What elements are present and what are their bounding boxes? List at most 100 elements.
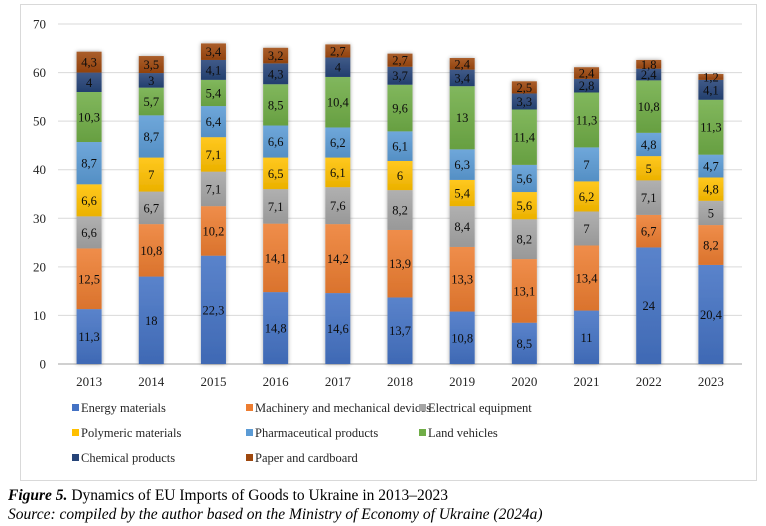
legend-item: Land vehicles xyxy=(419,426,498,440)
legend-label: Polymeric materials xyxy=(81,426,181,440)
bar-segment xyxy=(511,322,537,364)
legend-swatch xyxy=(419,404,426,411)
y-tick-label: 60 xyxy=(33,65,46,80)
bar-segment xyxy=(200,255,226,364)
data-label: 11,3 xyxy=(576,113,597,127)
data-label: 7,1 xyxy=(206,148,222,162)
bar-segment xyxy=(138,276,164,364)
data-label: 6,7 xyxy=(641,225,657,239)
data-label: 20,4 xyxy=(700,308,723,322)
bar-stack-2013 xyxy=(76,51,102,364)
bar-segment xyxy=(449,69,475,87)
data-label: 5 xyxy=(708,206,714,220)
bar-segment xyxy=(138,87,164,116)
data-label: 8,5 xyxy=(517,337,533,351)
y-tick-label: 0 xyxy=(40,357,47,372)
data-label: 7,1 xyxy=(268,200,284,214)
legend-item: Polymeric materials xyxy=(72,426,181,440)
data-label: 6,4 xyxy=(206,115,222,129)
data-label: 3,2 xyxy=(268,49,284,63)
y-tick-label: 70 xyxy=(33,17,46,32)
bar-segment xyxy=(263,157,289,190)
data-label: 10,2 xyxy=(203,224,225,238)
bar-segment xyxy=(574,147,600,182)
legend-item: Chemical products xyxy=(72,451,175,465)
bar-segment xyxy=(76,184,102,217)
bar-stack-2019 xyxy=(449,58,475,364)
data-label: 2,4 xyxy=(641,68,657,82)
figure-label: Figure 5. xyxy=(8,487,68,504)
bar-segment xyxy=(263,189,289,224)
data-label: 6,2 xyxy=(579,190,595,204)
bar-segment xyxy=(200,79,226,107)
data-label: 2,4 xyxy=(579,67,595,81)
data-label: 13,7 xyxy=(389,324,411,338)
bar-segment xyxy=(698,200,724,226)
bar-segment xyxy=(138,191,164,225)
bar-segment xyxy=(263,84,289,126)
bar-segment xyxy=(511,93,537,110)
bar-segment xyxy=(574,78,600,93)
x-tick-label: 2021 xyxy=(574,374,600,389)
data-label: 6,1 xyxy=(330,166,346,180)
data-label: 4,8 xyxy=(641,138,657,152)
bar-stack-2016 xyxy=(263,47,289,364)
data-label: 6,6 xyxy=(268,135,284,149)
bar-segment xyxy=(138,224,164,277)
data-label: 14,2 xyxy=(327,252,349,266)
legend-item: Energy materials xyxy=(72,401,166,415)
data-label: 8,7 xyxy=(81,157,97,171)
data-label: 6 xyxy=(397,169,403,183)
legend-swatch xyxy=(419,429,426,436)
data-label: 13,4 xyxy=(576,272,599,286)
bar-segment xyxy=(138,115,164,158)
y-tick-label: 40 xyxy=(33,162,46,177)
data-label: 7 xyxy=(583,222,589,236)
bar-segment xyxy=(387,66,413,85)
bar-stack-2017 xyxy=(325,44,351,364)
x-tick-label: 2018 xyxy=(387,374,413,389)
figure-source: Source: compiled by the author based on … xyxy=(8,506,543,523)
data-label: 11,3 xyxy=(700,121,721,135)
legend-item: Paper and cardboard xyxy=(246,451,358,465)
data-label: 4,8 xyxy=(703,183,719,197)
data-label: 6,3 xyxy=(454,158,470,172)
bar-segment xyxy=(511,192,537,220)
data-label: 12,5 xyxy=(78,272,100,286)
x-tick-label: 2020 xyxy=(511,374,537,389)
data-label: 3 xyxy=(148,74,154,88)
x-tick-label: 2019 xyxy=(449,374,475,389)
data-label: 8,2 xyxy=(517,233,533,247)
data-label: 5,4 xyxy=(454,187,470,201)
bar-segment xyxy=(387,131,413,161)
bar-segment xyxy=(449,149,475,180)
x-tick-label: 2016 xyxy=(263,374,290,389)
bar-segment xyxy=(200,59,226,80)
data-label: 13,1 xyxy=(513,284,535,298)
bar-segment xyxy=(263,223,289,293)
legend-swatch xyxy=(246,454,253,461)
bar-segment xyxy=(698,74,724,80)
bar-segment xyxy=(200,106,226,138)
bar-stack-2014 xyxy=(138,56,164,364)
data-label: 8,5 xyxy=(268,98,284,112)
data-label: 14,8 xyxy=(265,322,287,336)
data-label: 10,3 xyxy=(78,111,100,125)
data-label: 7,6 xyxy=(330,199,346,213)
x-tick-label: 2015 xyxy=(200,374,226,389)
bar-segment xyxy=(200,43,226,60)
data-label: 1,8 xyxy=(641,58,657,72)
x-tick-label: 2017 xyxy=(325,374,352,389)
legend-swatch xyxy=(72,454,79,461)
data-label: 4 xyxy=(335,61,342,75)
data-label: 2,7 xyxy=(392,54,408,68)
data-labels: 11,3 12,5 6,6 6,6 8,7 10,3 4 4,3 18 10,8 6,7 7 8,7 5,… xyxy=(78,44,722,350)
bars xyxy=(76,43,724,364)
data-label: 2,4 xyxy=(454,57,470,71)
data-label: 8,2 xyxy=(392,204,408,218)
bar-segment xyxy=(76,142,102,185)
data-label: 6,6 xyxy=(81,194,97,208)
bar-segment xyxy=(511,164,537,193)
legend-label: Land vehicles xyxy=(428,426,498,440)
bar-segment xyxy=(76,51,102,73)
